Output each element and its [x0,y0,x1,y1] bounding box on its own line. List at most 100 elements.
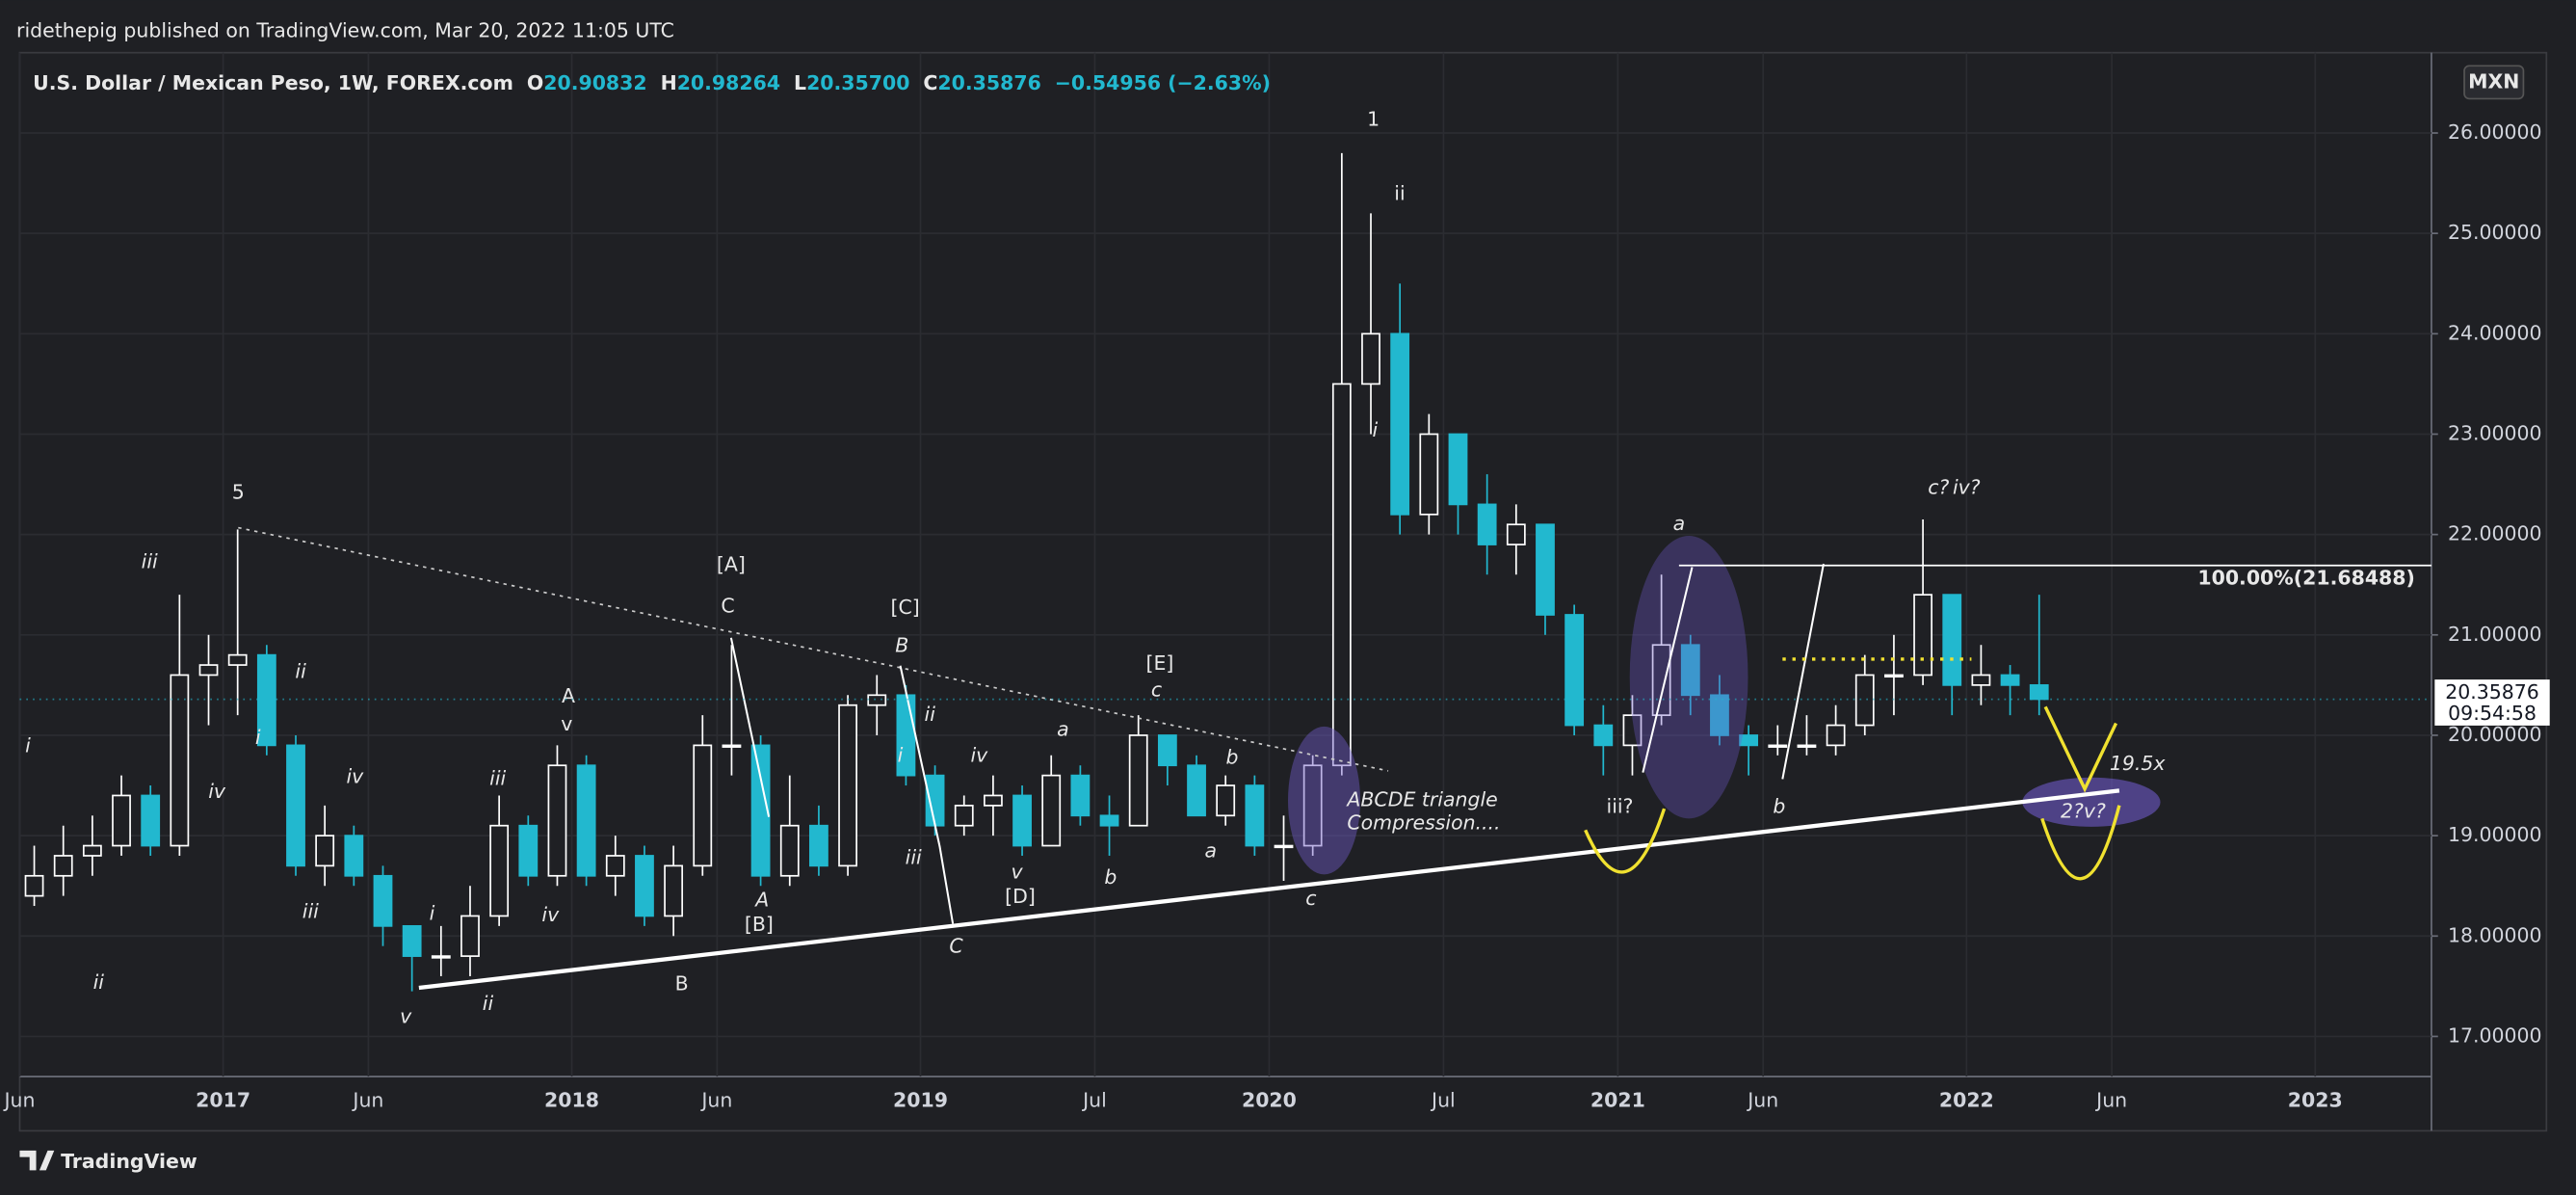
wave-label: A [562,684,575,707]
candle-body [779,824,800,877]
candle-body [635,855,654,917]
last-price-box [2434,679,2550,726]
x-tick-label: 2021 [1590,1089,1645,1112]
candle-body [1506,523,1526,545]
y-tick-label: 22.00000 [2448,522,2542,545]
y-tick-label: 21.00000 [2448,623,2542,646]
candle-body [1680,644,1700,697]
legend-value: 20.35700 [806,71,909,94]
header: ridethepig published on TradingView.com,… [16,19,674,42]
x-tick-label: 2019 [893,1089,948,1112]
candle-body [1942,594,1962,686]
wave-label: A [753,889,769,912]
candle-body [1302,764,1323,847]
wave-label: i [25,733,31,757]
wave-label: 5 [232,481,245,504]
candle-body [1477,503,1497,545]
wave-label: c [1305,887,1316,910]
y-tick-label: 25.00000 [2448,221,2542,244]
y-tick-label: 17.00000 [2448,1023,2542,1047]
wave-label: v [1012,861,1024,884]
candle-body [24,874,44,897]
wave-label: iii? [1607,794,1634,817]
legend-label: H [661,71,677,94]
candle-body [867,694,887,706]
candle-body [1651,644,1671,716]
legend-value: 20.90832 [543,71,646,94]
wave-label: ii [925,703,936,726]
legend-change: −0.54956 (−2.63%) [1055,71,1271,94]
x-tick-label: 2018 [544,1089,599,1112]
x-tick-label: Jun [1746,1089,1778,1112]
wave-label: b [1104,865,1117,889]
candle-body [170,674,190,847]
y-tick-label: 23.00000 [2448,421,2542,444]
candle-body [1128,734,1148,827]
y-tick-label: 19.00000 [2448,823,2542,846]
legend-symbol: U.S. Dollar / Mexican Peso, 1W, FOREX.co… [33,71,513,94]
wave-label: a [1673,512,1686,535]
wave-label: [A] [717,553,746,576]
candle-body [1099,814,1119,827]
x-tick-label: Jun [2,1089,35,1112]
candle-body [838,704,857,867]
y-tick-label: 20.00000 [2448,723,2542,746]
x-tick-label: 2022 [1939,1089,1994,1112]
legend: U.S. Dollar / Mexican Peso, 1W, FOREX.co… [33,71,1271,94]
candle-body [1739,734,1759,747]
wave-label: a [1205,838,1218,862]
candle-body [286,744,305,867]
currency: MXN [2468,69,2519,93]
candle-body [954,805,974,827]
wave-label: b [1226,745,1239,768]
candle-body [664,864,684,917]
wave-label: c [1151,677,1162,701]
candle-body [1245,784,1265,847]
candle-body [1274,844,1294,849]
dotted-trend-line [238,526,1389,772]
wave-label: 2?v? [2061,800,2106,823]
wave-label: B [675,972,689,996]
wave-label: iii [142,549,158,572]
candle-body [750,744,771,877]
candle-body [1564,614,1585,727]
wave-label: [E] [1146,651,1174,675]
candle-body [402,925,422,957]
candle-body [227,653,248,666]
candle-body [809,824,828,867]
candle-body [722,744,742,748]
wave-label: ii [295,660,306,683]
highlight-ellipse [2022,777,2161,827]
candle-body [1448,433,1468,506]
wave-label: i [898,744,904,767]
candle-body [1854,674,1875,727]
wave-line [1642,567,1694,773]
wave-line [899,665,955,924]
candle-body [315,835,335,867]
candle-body [1041,774,1062,847]
wave-label: iii [302,900,319,923]
x-tick-label: Jul [1430,1089,1456,1112]
footer: TradingView [61,1150,197,1173]
wave-label: a [1057,717,1069,740]
wave-label: iv [346,765,364,788]
drawings [238,526,2431,991]
candle-body [344,835,364,877]
legend-value: 20.98264 [677,71,780,94]
grid [18,52,2431,1077]
wave-label: b [1773,794,1785,817]
x-tick-label: Jun [351,1089,383,1112]
candles [24,152,2049,992]
wave-label: ii [483,992,494,1015]
candle-body [1419,433,1439,516]
candle-body [141,794,161,847]
wave-label: iv [208,780,226,803]
candle-body [1593,724,1614,747]
yellow-v [2043,705,2118,793]
candle-body [431,955,451,959]
wave-label: B [895,633,908,656]
candle-body [693,744,713,867]
